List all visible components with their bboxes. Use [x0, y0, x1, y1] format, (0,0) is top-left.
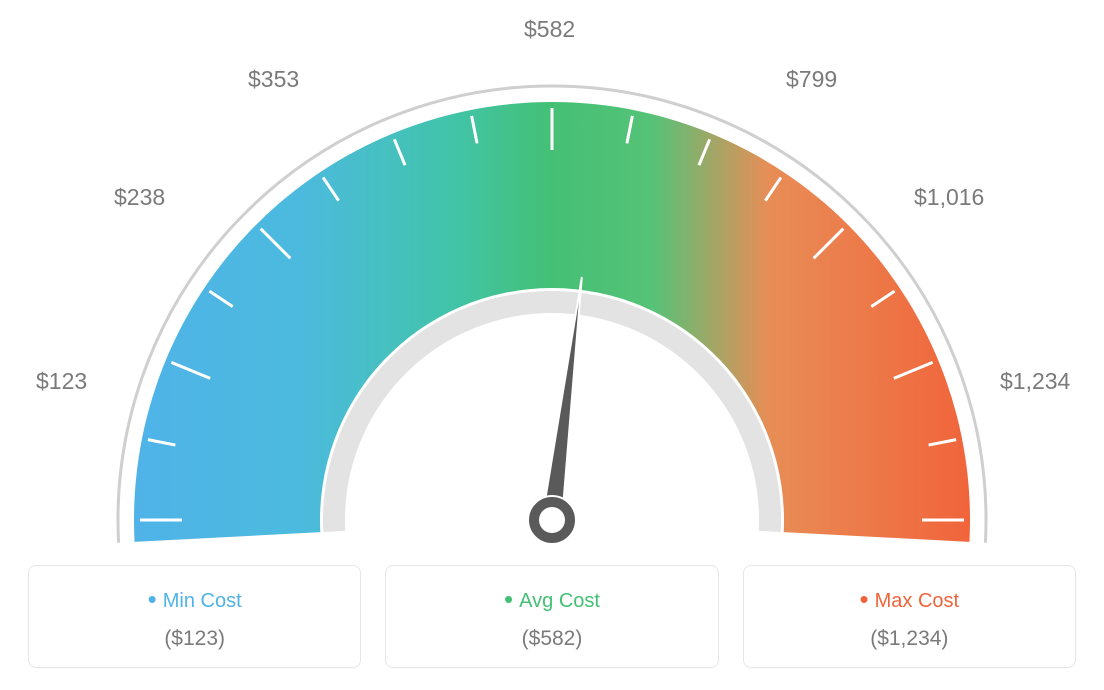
gauge-tick-label: $1,234	[1000, 368, 1070, 395]
gauge-tick-label: $238	[114, 184, 165, 211]
cost-gauge-chart: $123 $238 $353 $582 $799 $1,016 $1,234 Min Cos…	[0, 0, 1104, 690]
legend-card-min: Min Cost ($123)	[28, 565, 361, 668]
legend-value-max: ($1,234)	[754, 627, 1065, 651]
gauge-tick-label: $1,016	[914, 184, 984, 211]
legend-value-min: ($123)	[39, 627, 350, 651]
legend-card-avg: Avg Cost ($582)	[385, 565, 718, 668]
gauge-area: $123 $238 $353 $582 $799 $1,016 $1,234	[0, 0, 1104, 555]
gauge-tick-label: $799	[786, 66, 837, 93]
gauge-svg	[67, 30, 1037, 570]
gauge-tick-label: $353	[248, 66, 299, 93]
legend-row: Min Cost ($123) Avg Cost ($582) Max Cost…	[28, 565, 1076, 668]
legend-card-max: Max Cost ($1,234)	[743, 565, 1076, 668]
gauge-tick-label: $123	[36, 368, 87, 395]
legend-value-avg: ($582)	[396, 627, 707, 651]
legend-title-max: Max Cost	[754, 584, 1065, 615]
gauge-tick-label: $582	[524, 16, 575, 43]
gauge-needle	[542, 278, 582, 521]
legend-title-avg: Avg Cost	[396, 584, 707, 615]
legend-title-min: Min Cost	[39, 584, 350, 615]
gauge-pivot-inner	[539, 507, 565, 533]
